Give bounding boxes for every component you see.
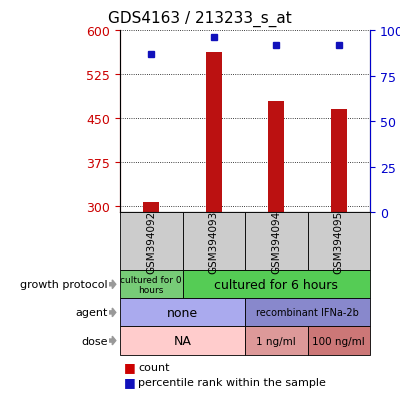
Text: GDS4163 / 213233_s_at: GDS4163 / 213233_s_at	[108, 10, 292, 26]
Text: 1 ng/ml: 1 ng/ml	[256, 336, 296, 346]
Bar	[331, 110, 346, 213]
Text: GSM394093: GSM394093	[209, 210, 219, 273]
FancyArrow shape	[109, 336, 116, 345]
Text: GSM394094: GSM394094	[271, 210, 281, 273]
Text: GSM394092: GSM394092	[146, 210, 156, 273]
Text: none: none	[167, 306, 198, 319]
Text: agent: agent	[76, 308, 108, 318]
Text: dose: dose	[82, 336, 108, 346]
Text: NA: NA	[174, 334, 192, 347]
Text: growth protocol: growth protocol	[20, 280, 108, 290]
Text: percentile rank within the sample: percentile rank within the sample	[138, 377, 326, 387]
Bar	[268, 101, 284, 213]
Text: ■: ■	[124, 361, 136, 374]
FancyArrow shape	[109, 308, 116, 317]
Text: 100 ng/ml: 100 ng/ml	[312, 336, 365, 346]
Text: GSM394095: GSM394095	[334, 210, 344, 273]
Text: count: count	[138, 362, 170, 372]
Text: ■: ■	[124, 375, 136, 388]
Text: cultured for 0
hours: cultured for 0 hours	[120, 275, 182, 294]
FancyArrow shape	[109, 280, 116, 289]
Text: cultured for 6 hours: cultured for 6 hours	[214, 278, 338, 291]
Text: recombinant IFNa-2b: recombinant IFNa-2b	[256, 308, 359, 318]
Bar	[144, 203, 159, 213]
Bar	[206, 53, 222, 213]
